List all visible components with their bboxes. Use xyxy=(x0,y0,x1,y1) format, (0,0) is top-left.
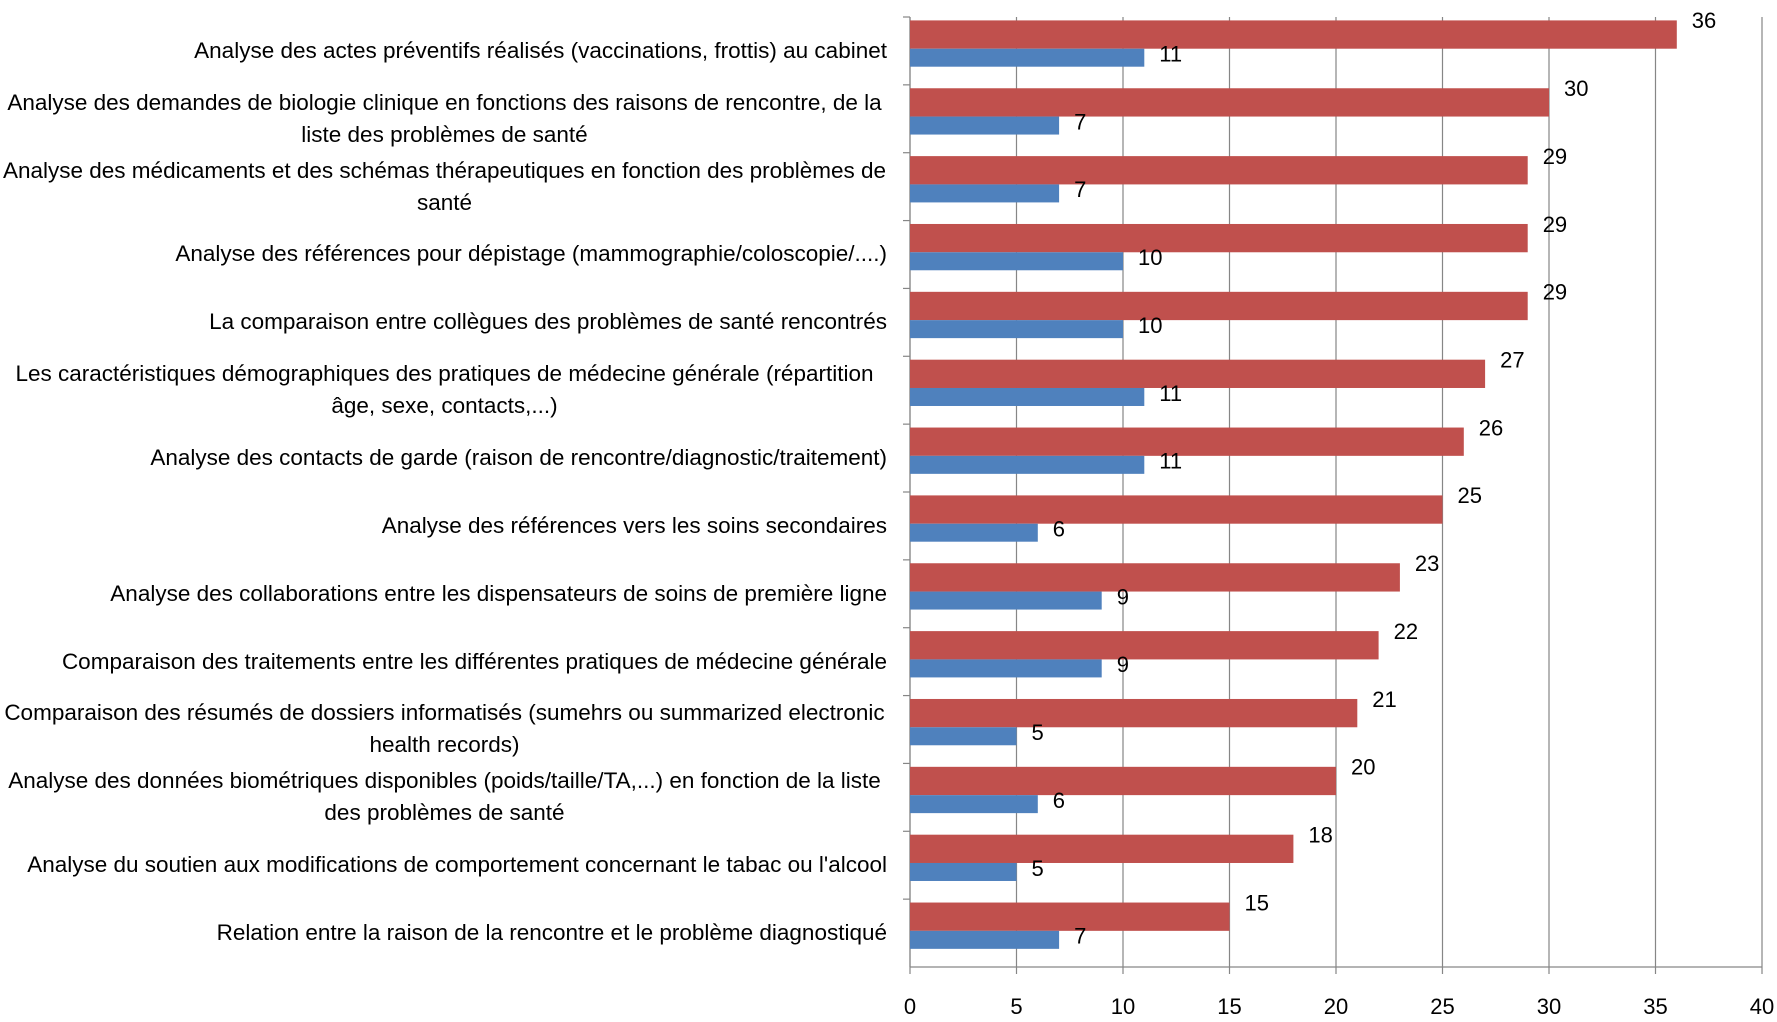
value-label: 22 xyxy=(1394,619,1418,644)
value-label: 10 xyxy=(1138,313,1162,338)
category-label: Analyse des collaborations entre les dis… xyxy=(110,580,887,606)
bar xyxy=(910,291,1528,321)
value-label: 15 xyxy=(1245,890,1269,915)
bar xyxy=(910,591,1102,610)
category-label: Comparaison des résumés de dossiers info… xyxy=(4,700,885,758)
value-label: 29 xyxy=(1543,280,1567,305)
value-label: 11 xyxy=(1159,381,1182,406)
bar xyxy=(910,631,1379,660)
category-label: Les caractéristiques démographiques des … xyxy=(15,361,874,419)
category-label: Analyse des demandes de biologie cliniqu… xyxy=(7,89,882,147)
bar xyxy=(910,252,1123,271)
bar xyxy=(910,359,1486,388)
x-tick-label: 35 xyxy=(1643,994,1667,1019)
category-label-box: Comparaison des résumés de dossiers info… xyxy=(2,696,887,764)
category-label-box: Analyse des demandes de biologie cliniqu… xyxy=(2,85,887,153)
category-label: Analyse des actes préventifs réalisés (v… xyxy=(194,37,887,63)
bar xyxy=(910,495,1443,524)
category-label-box: Comparaison des traitements entre les di… xyxy=(2,628,887,696)
value-label: 5 xyxy=(1032,856,1044,881)
bar xyxy=(910,427,1464,456)
value-label: 29 xyxy=(1543,212,1567,237)
bar xyxy=(910,156,1528,185)
value-label: 25 xyxy=(1458,483,1482,508)
x-tick-label: 25 xyxy=(1430,994,1454,1019)
value-label: 7 xyxy=(1074,177,1086,202)
bar xyxy=(910,795,1038,814)
bar xyxy=(910,48,1145,67)
bar xyxy=(910,116,1060,135)
value-label: 36 xyxy=(1692,8,1716,33)
category-label-box: Analyse des données biométriques disponi… xyxy=(2,763,887,831)
x-tick-label: 0 xyxy=(904,994,916,1019)
x-tick-label: 30 xyxy=(1537,994,1561,1019)
value-label: 6 xyxy=(1053,517,1065,542)
bar xyxy=(910,698,1358,728)
bar xyxy=(910,223,1528,253)
value-label: 11 xyxy=(1159,42,1182,67)
value-label: 21 xyxy=(1372,687,1396,712)
category-label: Analyse des données biométriques disponi… xyxy=(8,768,881,826)
category-label-box: Les caractéristiques démographiques des … xyxy=(2,356,887,424)
value-label: 9 xyxy=(1117,584,1129,609)
bar xyxy=(910,930,1060,949)
x-tick-label: 20 xyxy=(1324,994,1348,1019)
bar xyxy=(910,766,1336,796)
value-label: 18 xyxy=(1308,822,1332,847)
bar xyxy=(910,455,1145,474)
value-label: 30 xyxy=(1564,76,1588,101)
x-tick-label: 15 xyxy=(1217,994,1241,1019)
bar xyxy=(910,727,1017,746)
value-label: 11 xyxy=(1159,449,1182,474)
category-label-box: Analyse des références vers les soins se… xyxy=(2,492,887,560)
value-label: 6 xyxy=(1053,788,1065,813)
bar xyxy=(910,320,1123,339)
category-label: Analyse du soutien aux modifications de … xyxy=(27,852,887,878)
bar xyxy=(910,523,1038,542)
category-label-box: La comparaison entre collègues des probl… xyxy=(2,288,887,356)
bar xyxy=(910,184,1060,203)
value-label: 20 xyxy=(1351,755,1375,780)
value-label: 7 xyxy=(1074,109,1086,134)
x-tick-label: 40 xyxy=(1750,994,1774,1019)
value-label: 9 xyxy=(1117,652,1129,677)
bar xyxy=(910,20,1677,49)
category-label-box: Analyse des collaborations entre les dis… xyxy=(2,560,887,628)
bar xyxy=(910,902,1230,931)
category-label: Comparaison des traitements entre les di… xyxy=(61,648,887,674)
category-label-box: Analyse des contacts de garde (raison de… xyxy=(2,424,887,492)
category-label-box: Analyse des actes préventifs réalisés (v… xyxy=(2,17,887,85)
bar xyxy=(910,88,1549,117)
category-label: Analyse des médicaments et des schémas t… xyxy=(2,157,886,215)
value-label: 29 xyxy=(1543,144,1567,169)
bar xyxy=(910,387,1145,406)
category-label: Relation entre la raison de la rencontre… xyxy=(216,920,887,946)
bar xyxy=(910,563,1400,592)
category-label-box: Analyse des médicaments et des schémas t… xyxy=(2,153,887,221)
value-label: 23 xyxy=(1415,551,1439,576)
value-label: 26 xyxy=(1479,415,1503,440)
category-label: La comparaison entre collègues des probl… xyxy=(209,309,887,335)
bar xyxy=(910,834,1294,863)
category-label-box: Analyse des références pour dépistage (m… xyxy=(2,221,887,289)
value-label: 7 xyxy=(1074,924,1086,949)
value-label: 10 xyxy=(1138,245,1162,270)
category-label: Analyse des contacts de garde (raison de… xyxy=(150,445,887,471)
value-label: 5 xyxy=(1032,720,1044,745)
category-label: Analyse des références vers les soins se… xyxy=(381,512,887,538)
value-label: 27 xyxy=(1500,347,1524,372)
category-label-box: Analyse du soutien aux modifications de … xyxy=(2,831,887,899)
x-tick-label: 5 xyxy=(1010,994,1022,1019)
category-label: Analyse des références pour dépistage (m… xyxy=(175,241,887,267)
bar xyxy=(910,862,1017,881)
x-tick-label: 10 xyxy=(1111,994,1135,1019)
category-label-box: Relation entre la raison de la rencontre… xyxy=(2,899,887,967)
bar xyxy=(910,659,1102,678)
